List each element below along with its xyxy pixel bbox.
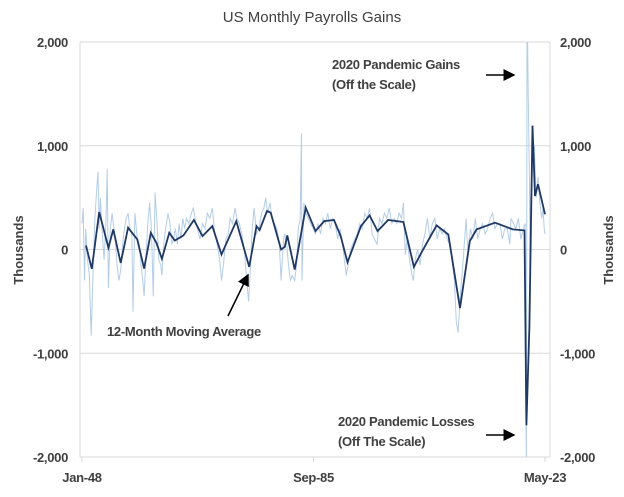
y-tick-label-left: 0 (61, 243, 68, 258)
y-tick-label-left: 1,000 (37, 139, 68, 154)
right-y-axis-label: Thousands (601, 215, 616, 284)
losses-annotation-line2: (Off The Scale) (338, 434, 425, 449)
gains-annotation-line1: 2020 Pandemic Gains (332, 57, 460, 72)
y-tick-label-right: -2,000 (560, 450, 595, 465)
ma-annotation: 12-Month Moving Average (107, 324, 261, 339)
left-y-axis: 2,000 1,000 0 -1,000 -2,000 (33, 35, 68, 465)
y-tick-label-left: -1,000 (33, 346, 68, 361)
gains-annotation-line2: (Off the Scale) (332, 77, 416, 92)
y-tick-label-right: 0 (560, 243, 567, 258)
y-tick-label-left: -2,000 (33, 450, 68, 465)
x-axis: Jan-48 Sep-85 May-23 (62, 457, 567, 485)
x-tick-label: Sep-85 (293, 470, 334, 485)
ma-annotation-arrow (227, 273, 249, 317)
chart-title: US Monthly Payrolls Gains (223, 9, 401, 26)
y-tick-label-right: 1,000 (560, 139, 591, 154)
y-tick-label-right: 2,000 (560, 35, 591, 50)
moving-average-line (85, 125, 546, 426)
gridlines (79, 41, 551, 458)
right-y-axis: 2,000 1,000 0 -1,000 -2,000 (560, 35, 595, 465)
y-tick-label-left: 2,000 (37, 35, 68, 50)
x-tick-label: Jan-48 (62, 470, 101, 485)
monthly-gains-line (81, 42, 546, 457)
losses-annotation-line1: 2020 Pandemic Losses (338, 414, 474, 429)
y-tick-label-right: -1,000 (560, 346, 595, 361)
left-y-axis-label: Thousands (11, 215, 26, 284)
x-tick-label: May-23 (524, 470, 566, 485)
